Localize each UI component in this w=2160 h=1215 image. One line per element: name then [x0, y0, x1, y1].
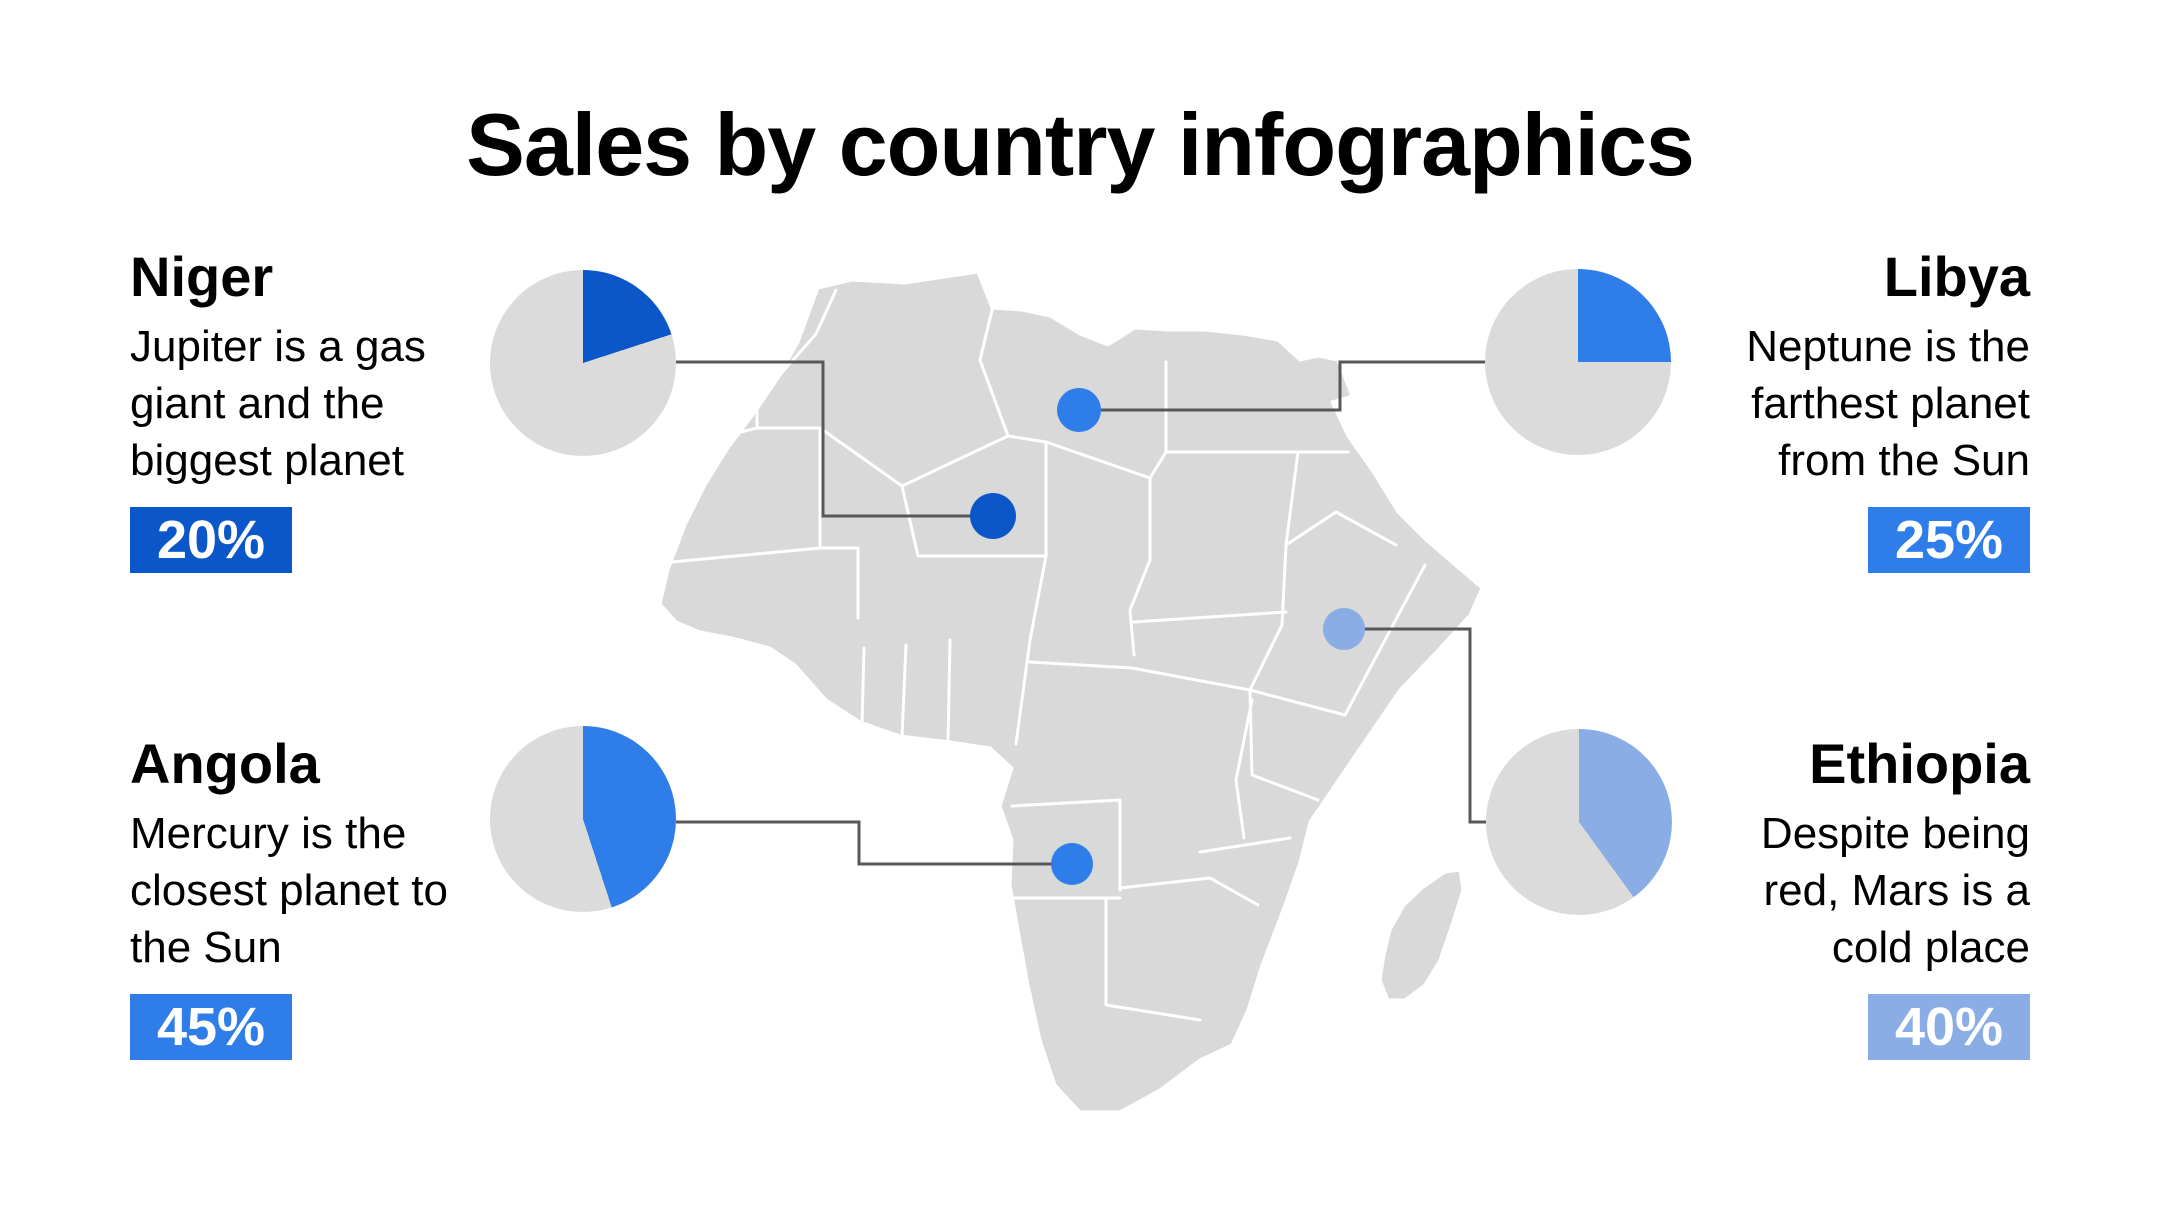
country-name: Angola [130, 732, 320, 795]
country-description: Despite being red, Mars is a cold place [1760, 809, 2030, 972]
percent-badge: 25% [1868, 507, 2030, 573]
madagascar-island [1378, 868, 1465, 1002]
country-name: Ethiopia [1809, 732, 2030, 795]
pie-chart-libya [1485, 269, 1671, 455]
africa-map [658, 270, 1484, 1114]
pie-chart-ethiopia [1486, 729, 1672, 915]
country-name: Libya [1883, 245, 2030, 308]
country-description: Mercury is the closest planet to the Sun [130, 809, 448, 972]
country-description: Jupiter is a gas giant and the biggest p… [130, 322, 426, 485]
country-description: Neptune is the farthest planet from the … [1746, 322, 2030, 485]
country-card-angola: Angola Mercury is the closest planet to … [130, 733, 470, 1060]
country-name: Niger [130, 245, 274, 308]
country-card-ethiopia: Ethiopia Despite being red, Mars is a co… [1690, 733, 2030, 1060]
country-card-libya: Libya Neptune is the farthest planet fro… [1690, 246, 2030, 573]
page-title: Sales by country infographics [466, 95, 1695, 194]
percent-badge: 45% [130, 994, 292, 1060]
percent-badge: 20% [130, 507, 292, 573]
percent-badge: 40% [1868, 994, 2030, 1060]
pie-chart-niger [490, 270, 676, 456]
country-card-niger: Niger Jupiter is a gas giant and the big… [130, 246, 470, 573]
pie-chart-angola [490, 726, 676, 912]
